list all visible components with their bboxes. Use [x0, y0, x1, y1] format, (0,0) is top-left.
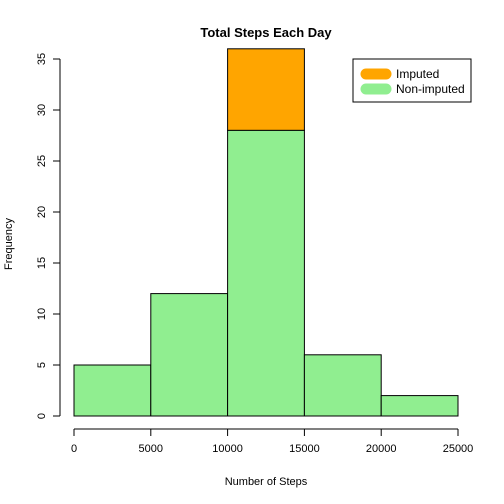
x-tick-label-0: 0 — [71, 443, 77, 455]
y-tick-label-0: 0 — [36, 413, 48, 419]
x-axis-title: Number of Steps — [225, 476, 308, 488]
bar-non-imputed-3 — [303, 354, 382, 417]
chart-title: Total Steps Each Day — [200, 25, 332, 40]
x-tick-label-5: 25000 — [443, 443, 474, 455]
legend-label-1: Non-imputed — [396, 82, 465, 96]
x-tick-label-3: 15000 — [289, 443, 320, 455]
y-tick-label-3: 15 — [36, 257, 48, 269]
y-axis-title: Frequency — [3, 218, 15, 270]
bar-non-imputed-4 — [380, 395, 459, 417]
y-tick-label-5: 25 — [36, 155, 48, 167]
bar-imputed-2 — [227, 48, 305, 131]
bar-non-imputed-0 — [73, 364, 152, 417]
x-tick-label-4: 20000 — [366, 443, 397, 455]
bar-non-imputed-2 — [227, 129, 305, 417]
x-tick-label-2: 10000 — [212, 443, 243, 455]
y-tick-label-4: 20 — [36, 206, 48, 218]
y-tick-label-6: 30 — [36, 104, 48, 116]
y-axis: 0 5 10 15 20 25 30 35 — [36, 53, 61, 419]
y-tick-label-2: 10 — [36, 308, 48, 320]
y-tick-label-7: 35 — [36, 53, 48, 65]
x-axis: 0 5000 10000 15000 20000 25000 — [71, 428, 474, 455]
legend-label-0: Imputed — [396, 67, 439, 81]
bars-layer — [73, 48, 459, 417]
legend-box — [352, 58, 472, 103]
y-tick-label-1: 5 — [36, 362, 48, 368]
bar-non-imputed-1 — [150, 293, 229, 417]
x-tick-label-1: 5000 — [139, 443, 163, 455]
